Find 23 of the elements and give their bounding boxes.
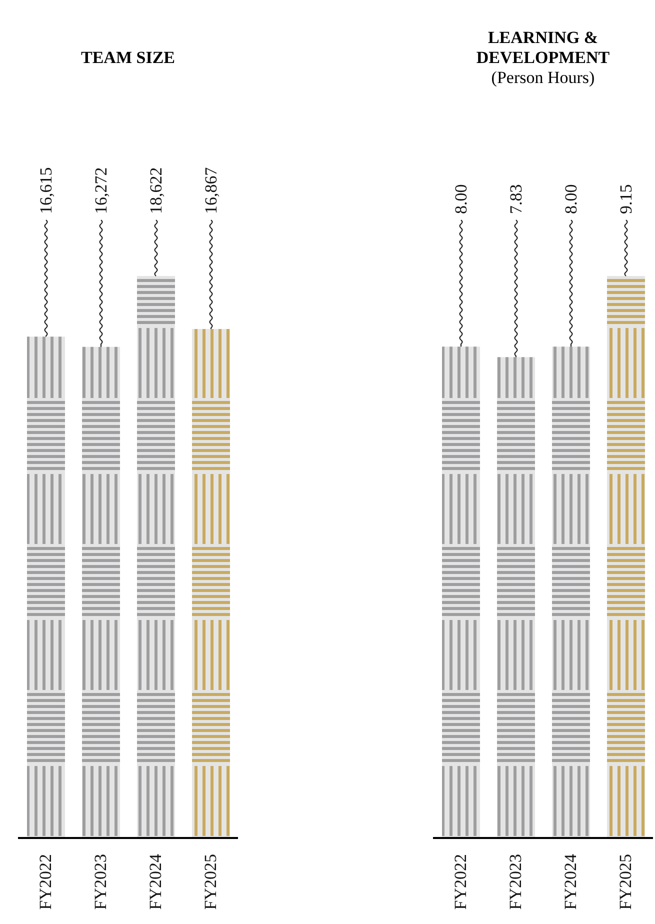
x-tick-label: FY2024 [561,854,580,910]
data-label: 8.00 [562,184,580,214]
x-tick-label: FY2023 [91,854,110,910]
data-label: 7.83 [506,184,526,214]
chart-title: LEARNING & DEVELOPMENT [475,28,611,68]
data-label: 16,867 [202,166,220,214]
bar [137,276,175,838]
chart-title: TEAM SIZE [80,48,176,68]
data-label: 9.15 [616,184,636,214]
bar [82,346,120,838]
x-tick-label: FY2025 [616,854,635,910]
data-label: 8.00 [452,184,470,214]
x-tick-label: FY2024 [146,854,165,910]
x-tick-label: FY2022 [451,854,470,910]
x-tick-label: FY2022 [36,854,55,910]
bar [27,336,65,838]
bar [192,328,230,838]
data-label: 16,615 [36,167,56,214]
data-label: 16,272 [92,167,110,214]
data-label: 18,622 [146,167,166,214]
chart-subtitle: (Person Hours) [491,68,595,88]
x-tick-label: FY2023 [506,854,525,910]
x-tick-label: FY2025 [201,854,220,910]
